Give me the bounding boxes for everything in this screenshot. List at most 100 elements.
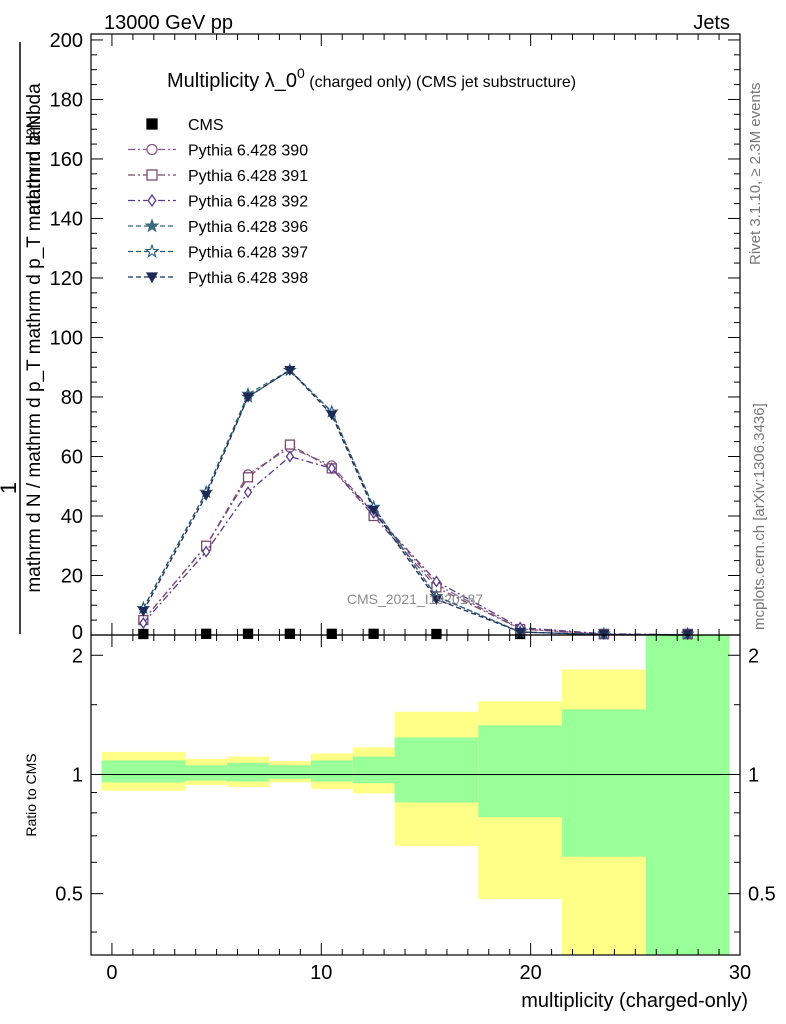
series-0-point-4 [326, 628, 337, 639]
series-3-point-6 [432, 575, 441, 588]
xtick-label-0: 0 [106, 962, 117, 984]
series-line-2 [142, 443, 688, 636]
legend-label-3: Pythia 6.428 392 [188, 194, 308, 211]
ylabel-denominator: mathrm d N / mathrm d p_T mathrm d p_T m… [24, 83, 45, 593]
main-ytick-label-120: 120 [50, 268, 83, 290]
ratio-ytick-label-left-2: 2 [72, 645, 83, 667]
series-6-point-4 [326, 410, 338, 421]
series-6-point-1 [200, 490, 212, 501]
legend-marker-5 [144, 243, 160, 258]
xlabel: multiplicity (charged-only) [521, 990, 748, 1012]
analysis-watermark: CMS_2021_I1920187 [347, 591, 483, 607]
main-ytick-label-100: 100 [50, 327, 83, 349]
ratio-ytick-label-right-1: 1 [748, 764, 759, 786]
main-series-group [136, 362, 695, 641]
series-3-point-1 [201, 545, 211, 558]
ratio-ytick-label-left-1: 1 [72, 764, 83, 786]
main-ytick-label-160: 160 [50, 149, 83, 171]
legend-marker-6 [145, 272, 159, 284]
ratio-plot-frame [90, 634, 741, 956]
main-ytick-label-60: 60 [61, 446, 83, 468]
ratio-ylabel: Ratio to CMS [23, 753, 39, 836]
series-line-6 [142, 369, 688, 636]
xtick-label-10: 10 [310, 962, 332, 984]
series-6 [137, 366, 694, 640]
series-2 [138, 439, 693, 640]
legend-label-0: CMS [188, 117, 224, 134]
mcplots-label: mcplots.cern.ch [arXiv:1306.3436] [751, 403, 768, 630]
title-superscript: 0 [297, 65, 305, 81]
header-left-label: 13000 GeV pp [104, 12, 233, 34]
title-main: Multiplicity λ_0 [167, 70, 297, 92]
ratio-ytick-label-right-2: 2 [748, 645, 759, 667]
legend-marker-3 [147, 193, 157, 208]
ylabel-numerator: 1 [0, 482, 21, 494]
title-subtext: (charged only) (CMS jet substructure) [305, 74, 576, 91]
header-right-label: Jets [693, 12, 730, 34]
ylabel-second-fraction: mathrm d²N [24, 115, 45, 215]
series-0-point-3 [284, 628, 296, 639]
legend-marker-1 [146, 143, 158, 156]
main-ytick-label-180: 180 [50, 89, 83, 111]
legend-label-5: Pythia 6.428 397 [188, 245, 308, 262]
series-6-point-5 [368, 505, 380, 516]
series-0-point-6 [431, 628, 442, 640]
series-0-point-5 [368, 628, 379, 639]
series-0-point-2 [242, 628, 254, 639]
legend-item-6: Pythia 6.428 398 [128, 270, 308, 287]
series-3-point-3 [285, 450, 295, 463]
ratio-bands [91, 635, 740, 955]
series-3-point-2 [243, 486, 253, 499]
legend-item-4: Pythia 6.428 396 [128, 218, 308, 236]
legend-label-4: Pythia 6.428 396 [188, 219, 308, 236]
series-line-3 [142, 455, 688, 636]
legend-item-1: Pythia 6.428 390 [128, 143, 308, 160]
main-ytick-label-40: 40 [61, 506, 83, 528]
ratio-band-green-1 [185, 765, 228, 781]
series-2-point-3 [284, 439, 296, 450]
series-6-point-7 [514, 627, 526, 638]
main-ytick-label-0: 0 [72, 622, 83, 644]
chart-title: Multiplicity λ_00 (charged only) (CMS je… [167, 65, 576, 92]
series-0-point-1 [200, 628, 212, 639]
ratio-band-green-6 [394, 737, 479, 803]
ratio-band-green-7 [478, 725, 563, 818]
series-3 [139, 450, 692, 641]
ratio-band-green-5 [352, 756, 395, 784]
legend-item-2: Pythia 6.428 391 [128, 168, 308, 185]
series-line-5 [142, 369, 688, 636]
series-1 [138, 442, 693, 640]
legend-item-3: Pythia 6.428 392 [128, 194, 308, 211]
ratio-band-green-3 [268, 765, 311, 779]
ylabel-group: 1 mathrm d N / mathrm d p_T mathrm d p_T… [0, 42, 45, 634]
series-0-point-0 [138, 628, 149, 640]
legend-label-2: Pythia 6.428 391 [188, 168, 308, 185]
main-ytick-label-140: 140 [50, 208, 83, 230]
main-ytick-label-200: 200 [50, 30, 83, 52]
ylabel-second-group: mathrm d²N [24, 115, 45, 215]
plot-frames [90, 33, 741, 956]
rivet-version-label: Rivet 3.1.10, ≥ 2.3M events [747, 83, 764, 266]
legend-marker-2 [146, 169, 158, 181]
xtick-label-30: 30 [729, 962, 751, 984]
ratio-band-green-8 [562, 709, 646, 857]
legend-marker-4 [144, 218, 160, 233]
ratio-band-green-9 [645, 635, 730, 955]
legend-item-0: CMS [146, 117, 224, 134]
ratio-band-green-0 [101, 760, 186, 783]
series-6-point-0 [137, 606, 149, 617]
series-6-point-2 [242, 392, 254, 403]
ratio-band-green-4 [310, 760, 353, 782]
series-3-point-4 [327, 462, 336, 475]
main-ytick-label-80: 80 [61, 387, 83, 409]
series-3-point-0 [139, 616, 148, 630]
ratio-band-green-2 [227, 762, 269, 782]
legend: CMS Pythia 6.428 390 Pythia 6.428 391 Pythi… [128, 117, 308, 287]
series-6-point-6 [430, 595, 442, 606]
xtick-label-20: 20 [520, 962, 542, 984]
series-6-point-3 [284, 366, 296, 376]
legend-marker-0 [146, 118, 158, 130]
